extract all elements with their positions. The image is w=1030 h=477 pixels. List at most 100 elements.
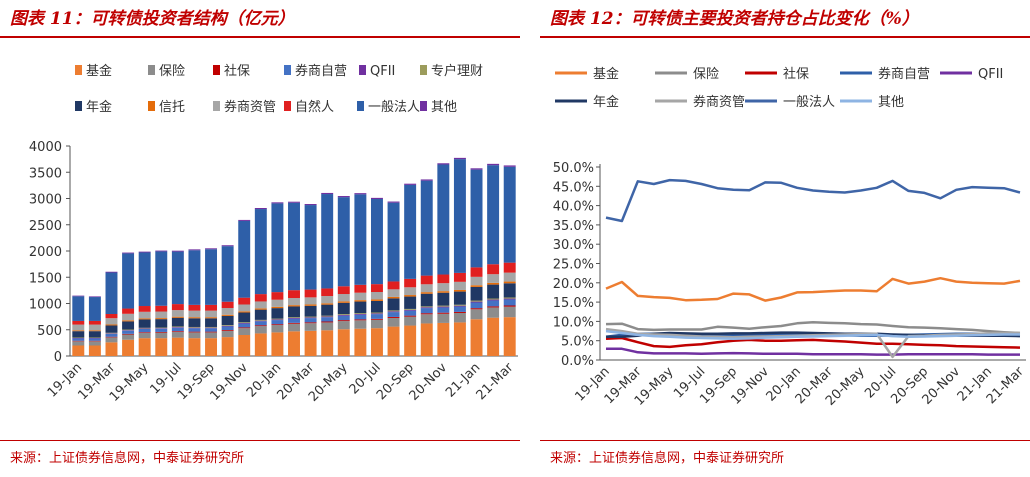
bar-segment [105, 314, 118, 319]
bar-segment [88, 320, 101, 325]
bar-segment [420, 323, 433, 356]
bar-segment [503, 298, 516, 300]
bar-segment [453, 312, 466, 323]
bar-segment [487, 306, 500, 308]
bar-segment [254, 294, 267, 302]
bar-segment [420, 292, 433, 294]
legend-swatch [420, 101, 427, 111]
y-tick-label: 1000 [29, 298, 62, 313]
bar-segment [122, 308, 135, 314]
bar-segment [387, 310, 400, 312]
series-line [605, 178, 1021, 223]
x-tick-label: 20-Nov [407, 360, 451, 404]
bar-segment [72, 324, 85, 331]
bar-segment [420, 179, 433, 181]
bar-segment [354, 314, 367, 320]
bar-segment [205, 310, 218, 318]
series-line [606, 347, 1020, 356]
bar-segment [238, 335, 251, 356]
bar-segment [420, 314, 433, 324]
bar-segment [337, 302, 350, 315]
y-tick-label: 0.0% [561, 354, 594, 369]
bar-segment [155, 250, 168, 252]
bar-segment [503, 299, 516, 306]
bar-segment [88, 340, 101, 342]
bar-segment [188, 250, 201, 305]
legend-swatch [213, 101, 220, 111]
bar-segment [188, 304, 201, 311]
bar-segment [138, 306, 151, 312]
bar-segment [420, 293, 433, 307]
legend-label: 保险 [159, 64, 185, 79]
bar-segment [155, 251, 168, 306]
left-source-rule [0, 440, 520, 441]
bar-segment [337, 314, 350, 315]
bar-segment [105, 337, 118, 343]
bar-segment [370, 197, 383, 200]
bar-segment [122, 321, 135, 330]
bar-segment [470, 302, 483, 309]
bar-segment [453, 311, 466, 313]
bar-segment [321, 315, 334, 317]
bar-segment [238, 219, 251, 221]
bar-segment [254, 321, 267, 326]
bar-segment [503, 166, 516, 263]
bar-segment [122, 253, 135, 309]
bar-segment [288, 317, 300, 319]
bar-segment [105, 272, 118, 314]
legend-label: 一般法人 [783, 94, 835, 110]
bar-segment [271, 306, 284, 309]
bar-segment [304, 289, 317, 298]
left-chart-title: 图表 11：可转债投资者结构（亿元） [10, 9, 295, 29]
bar-segment [171, 310, 184, 317]
bar-segment [437, 306, 450, 308]
right-title-rule [540, 36, 1030, 38]
bar-segment [354, 292, 367, 301]
bar-segment [155, 318, 168, 320]
bar-segment [72, 345, 85, 356]
legend-label: 其他 [431, 100, 457, 115]
bar-segment [487, 274, 500, 283]
bar-segment [387, 289, 400, 297]
bar-segment [171, 251, 184, 305]
bar-segment [370, 328, 383, 356]
bar-segment [271, 324, 284, 326]
bar-segment [404, 316, 417, 326]
series-line [605, 320, 1021, 335]
bar-segment [404, 325, 417, 356]
legend-label: 保险 [693, 67, 719, 82]
bar-segment [487, 300, 500, 307]
bar-segment [437, 312, 450, 314]
bar-segment [387, 281, 400, 290]
bar-segment [171, 331, 184, 338]
bar-segment [72, 320, 85, 325]
bar-segment [72, 331, 85, 338]
bar-segment [72, 330, 85, 332]
legend-swatch [284, 101, 291, 111]
bar-segment [321, 304, 334, 316]
bar-segment [354, 313, 367, 314]
y-tick-label: 5.0% [561, 335, 594, 350]
bar-segment [487, 282, 500, 285]
bar-segment [453, 304, 466, 306]
bar-segment [387, 312, 400, 317]
bar-segment [205, 331, 218, 333]
bar-segment [453, 322, 466, 356]
bar-segment [321, 317, 334, 322]
bar-segment [354, 300, 367, 302]
bar-segment [288, 290, 300, 299]
bar-segment [304, 305, 317, 317]
bar-segment [370, 312, 383, 314]
legend-swatch [148, 65, 155, 75]
bar-segment [171, 327, 184, 328]
bar-segment [321, 194, 334, 289]
bar-segment [437, 305, 450, 307]
bar-segment [155, 327, 168, 329]
bar-segment [470, 285, 483, 287]
legend-swatch [284, 65, 291, 75]
bar-segment [437, 274, 450, 284]
bar-segment [487, 299, 500, 301]
y-tick-label: 500 [37, 324, 62, 339]
bar-segment [155, 332, 168, 339]
bar-segment [437, 283, 450, 292]
